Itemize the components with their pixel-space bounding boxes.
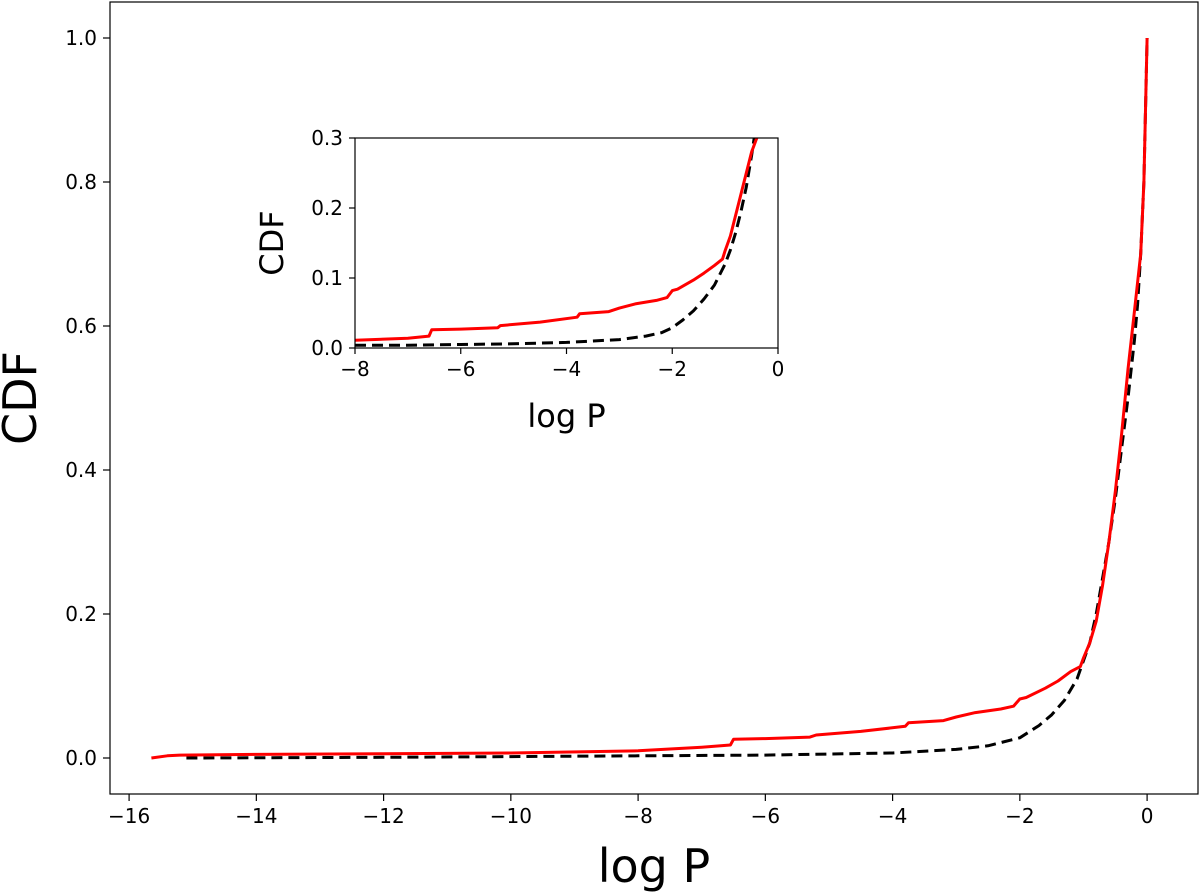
inset-x-axis: −8 −6 −4 −2 0 [340,348,784,381]
x-tick-label: 0 [772,357,785,381]
x-tick-label: −6 [446,357,475,381]
y-tick-label: 0.2 [65,602,97,626]
x-tick-label: −4 [552,357,581,381]
main-x-axis-title: log P [598,839,710,893]
y-tick-label: 0.6 [65,314,97,338]
x-tick-label: −16 [108,804,150,828]
solid-red-series-line [355,138,759,342]
inset-y-axis: 0.0 0.1 0.2 0.3 [311,126,355,360]
y-tick-label: 0.2 [311,196,343,220]
x-tick-label: −8 [623,804,652,828]
main-series-layer [151,37,1149,760]
dashed-black-series-line [186,37,1149,760]
y-tick-label: 0.1 [311,266,343,290]
inset-y-axis-title: CDF [253,210,291,275]
x-tick-label: −10 [490,804,532,828]
solid-red-series-line [151,37,1149,760]
x-tick-label: −4 [878,804,907,828]
inset-background [355,138,778,348]
x-tick-label: −2 [658,357,687,381]
y-tick-label: 0.0 [311,336,343,360]
main-x-axis: −16 −14 −12 −10 −8 −6 −4 −2 0 [108,794,1153,828]
x-tick-label: −8 [340,357,369,381]
x-tick-label: 0 [1141,804,1154,828]
y-tick-label: 0.8 [65,170,97,194]
y-tick-label: 1.0 [65,26,97,50]
inset-x-axis-title: log P [527,397,605,435]
x-tick-label: −6 [751,804,780,828]
y-tick-label: 0.4 [65,458,97,482]
x-tick-label: −2 [1005,804,1034,828]
main-y-axis-title: CDF [0,351,47,445]
main-y-axis: 0.0 0.2 0.4 0.6 0.8 1.0 [65,26,110,770]
main-plot-frame [109,1,1199,795]
y-tick-label: 0.3 [311,126,343,150]
inset-plot: −8 −6 −4 −2 0 0.0 0.1 0.2 0.3 log P CDF [253,126,784,435]
x-tick-label: −12 [362,804,404,828]
x-tick-label: −14 [235,804,277,828]
inset-series-layer [355,138,759,347]
y-tick-label: 0.0 [65,746,97,770]
